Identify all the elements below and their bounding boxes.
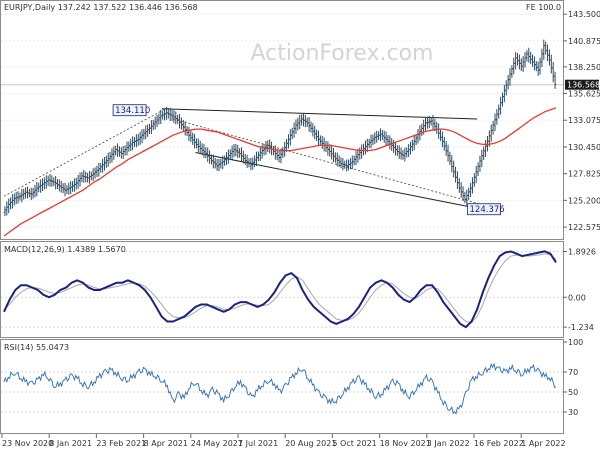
x-tick-label: 16 Feb 2022: [474, 439, 524, 448]
price-tick-label: 138.250: [568, 63, 600, 72]
x-tick-label: 23 Feb 2021: [96, 439, 146, 448]
x-tick-label: 1 Apr 2022: [521, 439, 565, 448]
x-tick-label: 23 Nov 2020: [2, 439, 53, 448]
macd-tick-label: 0.00: [568, 293, 586, 302]
rsi-lines: [3, 362, 557, 415]
x-tick-label: 8 Jan 2021: [49, 439, 92, 448]
moving-average-group: [3, 107, 557, 237]
resistance-trendline: [161, 108, 478, 120]
rsi-tick-label: 70: [568, 368, 578, 377]
macd-line: [3, 250, 557, 329]
price-tick-label: 135.625: [568, 90, 600, 99]
price-tick-label: 140.875: [568, 37, 600, 46]
rsi-tick-label: 30: [568, 408, 578, 417]
x-tick-label: 7 Jul 2021: [238, 439, 278, 448]
rsi-tick-label: 50: [568, 388, 578, 397]
price-tick-label: 122.575: [568, 223, 600, 232]
x-tick-label: 3 Jan 2022: [427, 439, 470, 448]
rising-trendline: [3, 107, 168, 197]
annotation-box: [467, 203, 501, 216]
macd-grid: [1, 250, 563, 328]
annotation-label: 124.376: [470, 205, 505, 215]
falling-channel-line: [195, 152, 489, 212]
fe-label: FE 100.0: [526, 3, 561, 12]
price-panel-header: EURJPY,Daily 137.242 137.522 136.446 136…: [4, 3, 198, 12]
moving-average-line: [3, 107, 557, 237]
x-tick-label: 8 Apr 2021: [144, 439, 188, 448]
macd-tick-label: 1.8926: [568, 247, 596, 256]
rsi-line: [3, 362, 557, 415]
price-grid: [1, 13, 563, 228]
macd-panel-header: MACD(12,26,9) 1.4389 1.5670: [4, 245, 126, 254]
last-price-tag: 136.568: [565, 79, 600, 90]
rsi-panel-header: RSI(14) 55.0473: [4, 343, 69, 352]
x-tick-label: 5 Oct 2021: [332, 439, 376, 448]
falling-support-dashed-line: [172, 118, 489, 207]
price-tick-label: 130.450: [568, 143, 600, 152]
price-tick-label: 127.825: [568, 170, 600, 179]
price-bars: [3, 39, 557, 217]
macd-y-axis: 1.8926 0.00 -1.234: [563, 247, 596, 332]
macd-signal-line: [3, 253, 557, 324]
last-price-tag-text: 136.568: [567, 81, 600, 90]
macd-lines: [3, 250, 557, 329]
price-tick-label: 143.500: [568, 10, 600, 19]
macd-tick-label: -1.234: [568, 323, 594, 332]
rsi-y-axis: 100 70 50 30: [563, 338, 583, 417]
price-trendlines: [3, 107, 489, 212]
annotation-label: 134.110: [115, 106, 150, 116]
x-tick-label: 18 Nov 2021: [380, 439, 431, 448]
x-tick-label: 20 Aug 2021: [285, 439, 336, 448]
x-tick-label: 24 May 2021: [191, 439, 243, 448]
watermark: ActionForex.com: [251, 41, 434, 66]
rsi-panel-frame: [0, 339, 564, 434]
price-y-axis: 122.575 125.200 127.825 130.450 133.075 135.6…: [563, 10, 600, 232]
price-tick-label: 125.200: [568, 196, 600, 205]
last-price-tag-bg: [565, 79, 599, 90]
rsi-tick-label: 100: [568, 338, 583, 347]
price-tick-label: 133.075: [568, 116, 600, 125]
price-annotations: 134.110 124.376: [112, 104, 505, 216]
annotation-box: [112, 104, 147, 117]
